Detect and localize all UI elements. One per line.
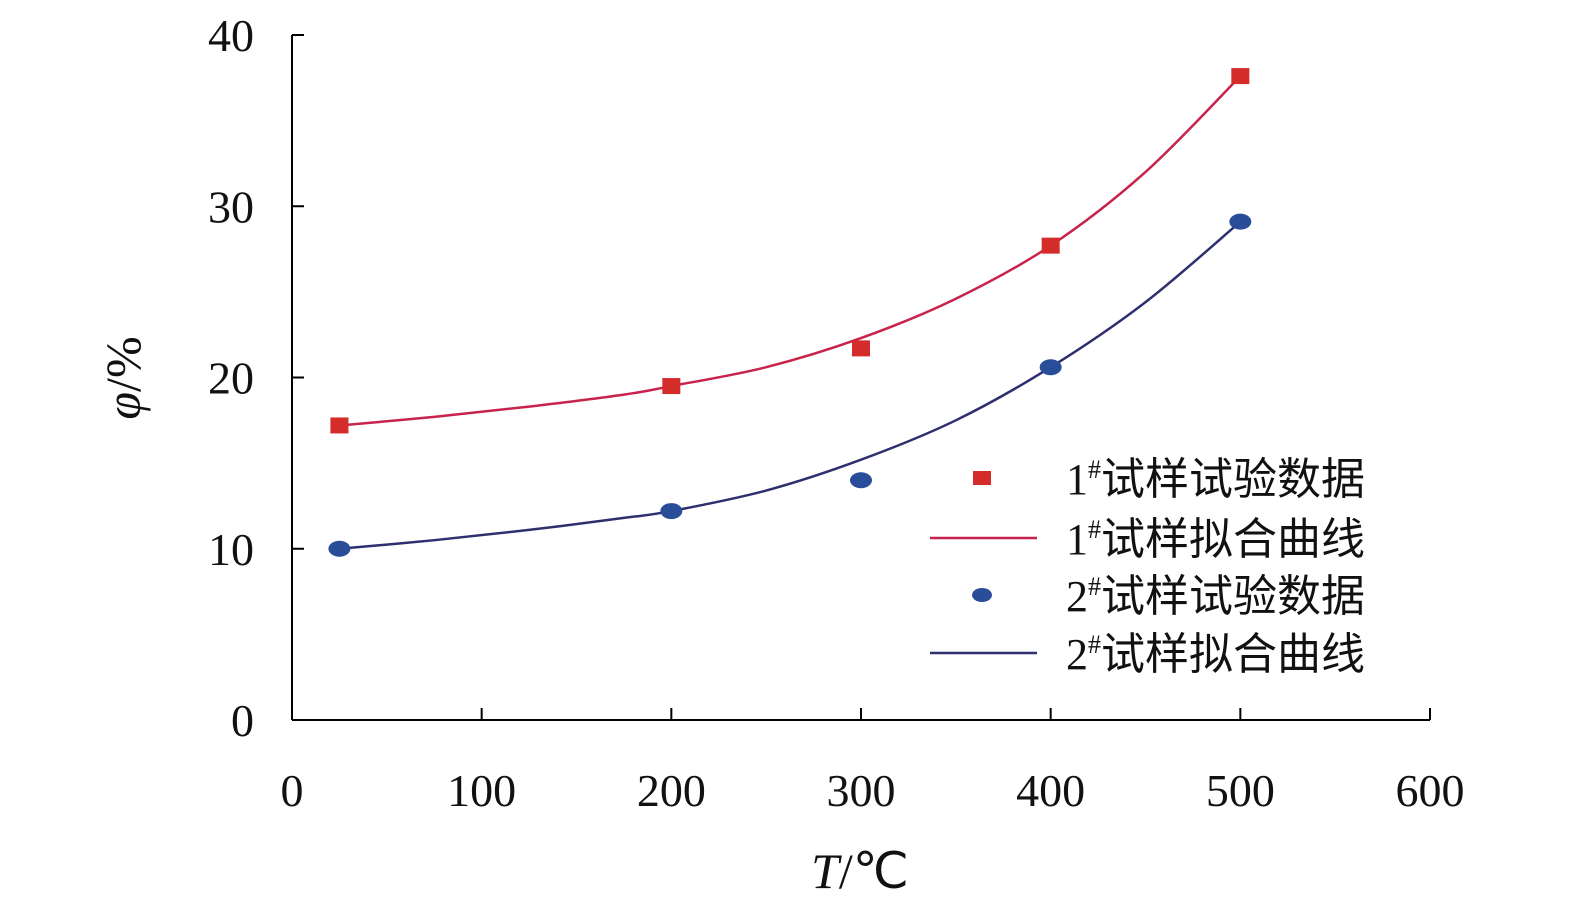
y-axis-unit: /% xyxy=(95,336,151,392)
x-axis-unit: /℃ xyxy=(839,843,909,899)
data-point-circle xyxy=(850,472,872,489)
legend-label: 2#试样试验数据 xyxy=(1066,572,1365,621)
legend-marker-square xyxy=(973,471,991,485)
x-axis-title: T/℃ xyxy=(811,843,909,899)
y-tick-label: 30 xyxy=(208,181,254,232)
data-point-square xyxy=(330,417,349,434)
data-point-circle xyxy=(1039,359,1062,376)
y-axis-title: φ/% xyxy=(95,336,151,419)
x-tick-label: 300 xyxy=(827,765,896,816)
legend-marker-circle xyxy=(972,588,992,602)
data-point-circle xyxy=(328,540,351,557)
y-tick-label: 40 xyxy=(208,10,254,61)
legend-label: 2#试样拟合曲线 xyxy=(1066,630,1365,679)
y-tick-label: 0 xyxy=(231,695,254,746)
x-tick-label: 600 xyxy=(1396,765,1465,816)
data-point-circle xyxy=(1229,213,1252,230)
x-tick-label: 400 xyxy=(1016,765,1085,816)
x-tick-label: 500 xyxy=(1206,765,1275,816)
data-point-square xyxy=(852,340,870,357)
data-point-square xyxy=(662,378,681,395)
y-axis-variable: φ xyxy=(95,392,151,420)
legend: 1#试样试验数据 1#试样拟合曲线 2#试样试验数据 2#试样拟合曲线 xyxy=(930,455,1365,679)
data-point-circle xyxy=(660,503,683,520)
data-point-square xyxy=(1231,68,1250,85)
fit-curve-1 xyxy=(339,75,1242,427)
legend-label: 1#试样拟合曲线 xyxy=(1066,515,1365,564)
data-point-square xyxy=(1041,237,1060,254)
x-tick-label: 100 xyxy=(447,765,516,816)
legend-label: 1#试样试验数据 xyxy=(1066,455,1365,504)
y-tick-label: 10 xyxy=(208,524,254,575)
x-axis-variable: T xyxy=(811,843,842,899)
x-tick-label: 200 xyxy=(637,765,706,816)
fit-curve-2 xyxy=(339,220,1242,550)
y-tick-label: 20 xyxy=(208,353,254,404)
x-tick-label: 0 xyxy=(281,765,304,816)
plot-series xyxy=(328,68,1252,557)
